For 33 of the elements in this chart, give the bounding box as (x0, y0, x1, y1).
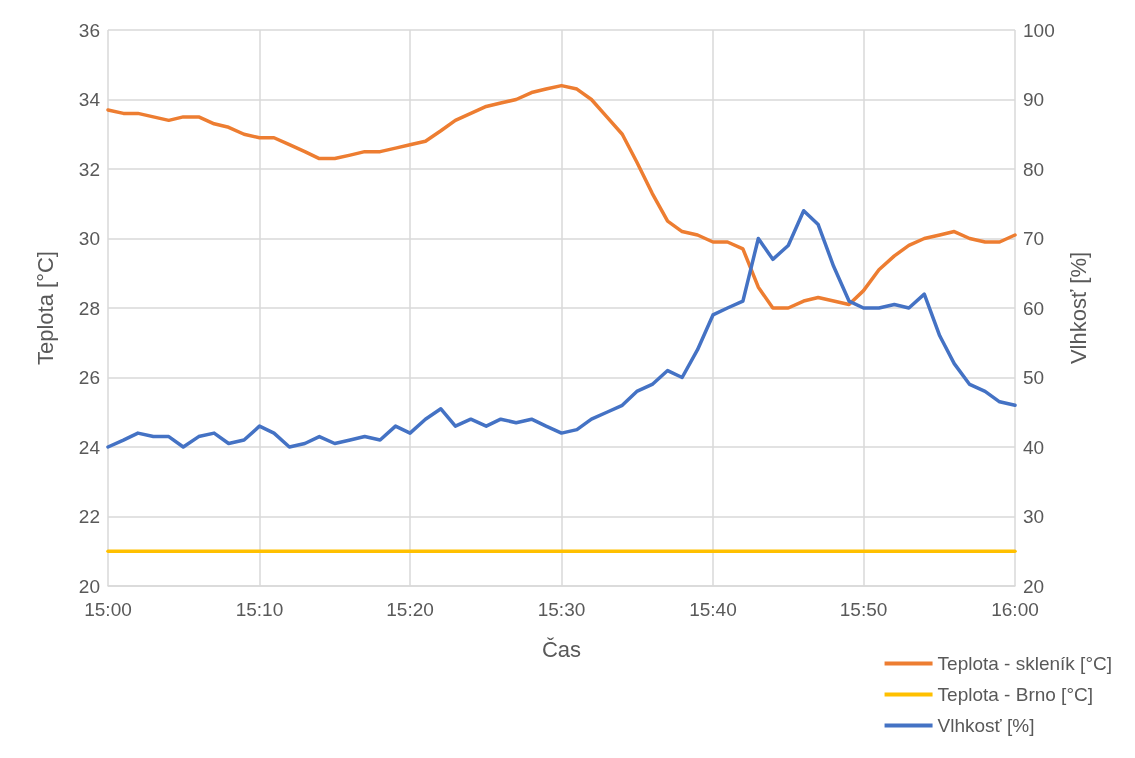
y-tick-label: 30 (78, 228, 100, 249)
line-series (106, 83, 1017, 310)
y-tick-label: 34 (78, 89, 101, 110)
y2-axis-title: Vlhkosť [%] (1065, 251, 1091, 365)
y2-tick-label: 30 (1023, 506, 1045, 527)
y-tick-label: 20 (78, 575, 100, 597)
y-tick-label: 36 (78, 19, 100, 41)
y2-tick-label: 40 (1023, 436, 1045, 458)
y2-tick-label: 80 (1023, 158, 1045, 180)
y-tick-label: 32 (78, 158, 100, 180)
x-tick-label: 15:50 (839, 599, 888, 620)
y2-tick-label: 50 (1023, 367, 1045, 388)
y2-tick-label: 20 (1023, 575, 1045, 597)
y-tick-label: 22 (78, 506, 100, 527)
x-tick-label: 15:30 (537, 599, 586, 620)
x-tick-label: 15:20 (386, 599, 434, 620)
y-axis-title: Teplota [°C] (32, 251, 58, 365)
legend-label: Vlhkosť [%] (937, 715, 1035, 736)
y2-tick-label: 100 (1023, 19, 1055, 41)
legend-label: Teplota - skleník [°C] (937, 653, 1113, 674)
y2-tick-label: 60 (1023, 297, 1045, 319)
line-series (106, 208, 1017, 449)
y-tick-label: 24 (78, 436, 101, 458)
x-tick-label: 15:40 (689, 599, 737, 620)
legend-label: Teplota - Brno [°C] (937, 684, 1094, 705)
y2-tick-label: 90 (1023, 89, 1045, 110)
y-tick-label: 28 (78, 297, 100, 319)
x-tick-label: 15:00 (84, 599, 132, 620)
y-tick-label: 26 (78, 367, 100, 388)
y2-tick-label: 70 (1023, 228, 1045, 249)
x-axis-title: Čas (541, 636, 582, 662)
x-tick-label: 16:00 (991, 599, 1039, 620)
x-tick-label: 15:10 (235, 599, 284, 620)
